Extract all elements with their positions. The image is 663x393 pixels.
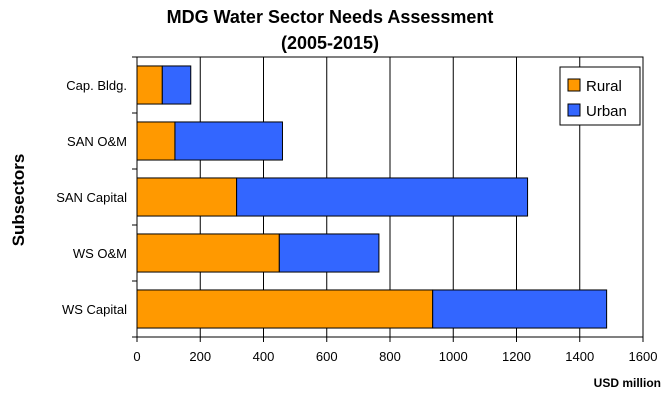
category-label-3: WS O&M	[73, 246, 127, 261]
bar-urban-3	[278, 233, 380, 273]
plot-border	[136, 56, 644, 338]
bar-rural-2	[136, 177, 238, 217]
x-tick-label-400: 400	[253, 349, 275, 364]
x-tick-label-200: 200	[189, 349, 211, 364]
bar-urban-2	[236, 177, 529, 217]
bar-urban-0	[161, 65, 192, 105]
x-tick-label-1200: 1200	[502, 349, 531, 364]
legend-label-rural: Rural	[586, 78, 622, 95]
x-tick-label-800: 800	[379, 349, 401, 364]
legend-label-urban: Urban	[586, 103, 627, 120]
category-label-4: WS Capital	[62, 302, 127, 317]
category-label-0: Cap. Bldg.	[66, 78, 127, 93]
bar-urban-1	[174, 121, 283, 161]
bar-urban-4	[432, 289, 608, 329]
category-label-2: SAN Capital	[56, 190, 127, 205]
x-tick-label-1600: 1600	[629, 349, 658, 364]
x-tick-label-1400: 1400	[565, 349, 594, 364]
x-tick-label-600: 600	[316, 349, 338, 364]
x-tick-label-0: 0	[133, 349, 140, 364]
category-label-1: SAN O&M	[67, 134, 127, 149]
legend-swatch-urban	[567, 103, 581, 117]
bar-rural-1	[136, 121, 176, 161]
bar-rural-0	[136, 65, 163, 105]
y-axis-title: Subsectors	[9, 154, 28, 247]
plot-area: 0 200 400 600 800 1000 1200 1400 1600 Cap. Bldg. S…	[56, 56, 658, 364]
x-axis-title: USD million	[594, 376, 661, 390]
bar-rural-3	[136, 233, 280, 273]
legend-swatch-rural	[567, 78, 581, 92]
chart-title-line2: (2005-2015)	[281, 33, 379, 53]
bar-rural-4	[136, 289, 434, 329]
x-tick-label-1000: 1000	[439, 349, 468, 364]
chart-title-line1: MDG Water Sector Needs Assessment	[167, 7, 494, 27]
